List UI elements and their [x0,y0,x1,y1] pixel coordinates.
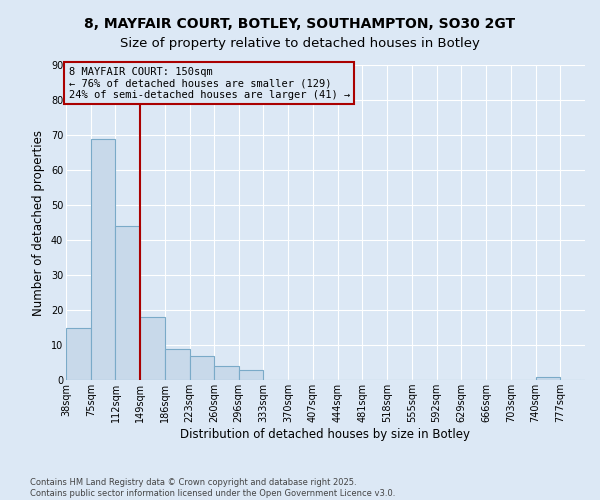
Text: 8 MAYFAIR COURT: 150sqm
← 76% of detached houses are smaller (129)
24% of semi-d: 8 MAYFAIR COURT: 150sqm ← 76% of detache… [68,66,350,100]
Bar [140,317,165,380]
Y-axis label: Number of detached properties: Number of detached properties [32,130,45,316]
Bar [239,370,263,380]
Bar [165,348,190,380]
X-axis label: Distribution of detached houses by size in Botley: Distribution of detached houses by size … [181,428,470,441]
Text: Size of property relative to detached houses in Botley: Size of property relative to detached ho… [120,38,480,51]
Text: Contains HM Land Registry data © Crown copyright and database right 2025.
Contai: Contains HM Land Registry data © Crown c… [30,478,395,498]
Bar [536,376,560,380]
Bar [91,138,115,380]
Bar [214,366,239,380]
Bar [190,356,214,380]
Text: 8, MAYFAIR COURT, BOTLEY, SOUTHAMPTON, SO30 2GT: 8, MAYFAIR COURT, BOTLEY, SOUTHAMPTON, S… [85,18,515,32]
Bar [66,328,91,380]
Bar [115,226,140,380]
